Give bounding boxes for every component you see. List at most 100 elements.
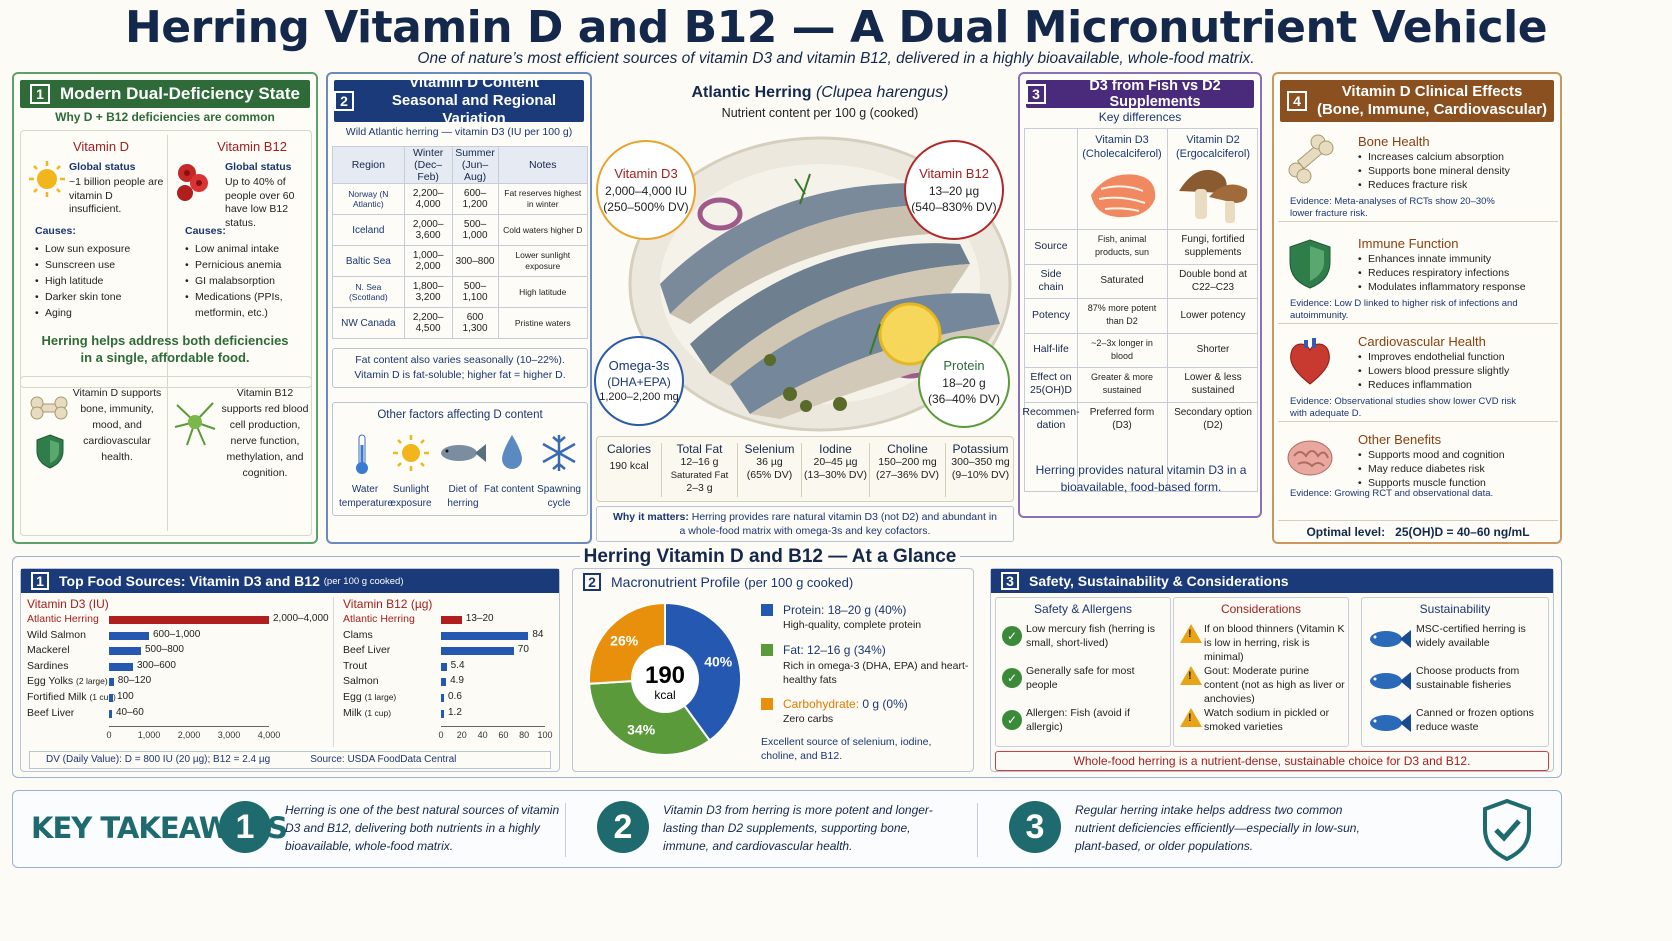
- vitamin-b12-causes: Low animal intakePernicious anemiaGI mal…: [185, 241, 311, 321]
- category-label: Egg Yolks (2 large): [27, 675, 108, 687]
- cause-item: High latitude: [35, 273, 165, 289]
- column-item: Choose products from sustainable fisheri…: [1416, 665, 1520, 691]
- vitamin-b12-status: Up to 40% of people over 60 have low B12…: [225, 176, 295, 229]
- tick-label: 0: [106, 730, 112, 741]
- table-cell: Saturated: [1100, 275, 1144, 287]
- table-cell: Fungi, fortified supplements: [1181, 234, 1245, 259]
- table-cell: Cold waters higher D: [497, 214, 589, 246]
- blood-cells-icon: [177, 164, 208, 201]
- protein-desc: High-quality, complete protein: [783, 619, 922, 631]
- source-note: Source: USDA FoodData Central: [310, 754, 457, 765]
- protein-value: 18–20 g (40%): [827, 603, 907, 617]
- tick-label: 60: [498, 730, 509, 741]
- section-item: Reduces respiratory infections: [1358, 266, 1554, 280]
- safety-column: Sustainability MSC-certified herring is w…: [1361, 597, 1549, 747]
- data-label: 600–1,000: [153, 628, 201, 640]
- nutrient-dv: Saturated Fat: [670, 470, 729, 481]
- cause-item: Low animal intake: [185, 241, 311, 257]
- badge-value: 2,000–4,000 IU: [604, 183, 688, 198]
- panel-4-header: 4 Vitamin D Clinical Effects (Bone, Immune…: [1280, 80, 1554, 122]
- column-item: If on blood thinners (Vitamin K is low i…: [1204, 623, 1345, 663]
- nutrient-item: Total Fat 12–16 g Saturated Fat 2–3 g: [661, 443, 737, 497]
- data-label: 1.2: [448, 706, 462, 718]
- food-sources-footer: DV (Daily Value): D = 800 IU (20 µg); B1…: [29, 751, 551, 769]
- protein-badge: Protein 18–20 g (36–40% DV): [918, 336, 1010, 428]
- category-note: (1 large): [364, 692, 397, 702]
- bar: [441, 694, 444, 702]
- nutrient-value: 36 µg: [756, 456, 783, 468]
- data-label: 300–600: [137, 659, 176, 671]
- safety-column: Safety & Allergens ✓ Low mercury fish (her…: [995, 597, 1171, 747]
- data-label: 80–120: [117, 675, 152, 687]
- nutrient-dv: (13–30% DV): [803, 469, 868, 481]
- takeaway-number: 3: [1009, 801, 1061, 853]
- carb-label: Carbohydrate:: [783, 697, 860, 711]
- table-cell: Lower potency: [1180, 309, 1246, 321]
- category-label: Fortified Milk (1 cup): [27, 691, 116, 703]
- table-cell: Secondary option (D2): [1174, 406, 1252, 431]
- category-name: Fortified Milk: [27, 691, 87, 703]
- herring-title: Atlantic Herring: [691, 84, 812, 101]
- row-label: Half-life: [1033, 343, 1069, 356]
- data-label: 4.9: [450, 675, 464, 687]
- nutrient-label: Potassium: [952, 442, 1009, 456]
- factor-label: Water temperature: [339, 484, 393, 509]
- badge-label: Vitamin B12: [919, 166, 989, 182]
- table-cell: 2,000–3,600: [403, 214, 453, 246]
- warning-icon: !: [1180, 624, 1202, 643]
- category-label: Atlantic Herring: [343, 613, 415, 625]
- badge-value: 1,200–2,200 mg: [599, 391, 679, 404]
- pie-slice: [664, 601, 742, 742]
- row-label: Source: [1034, 239, 1068, 252]
- row-label: Side chain: [1038, 267, 1064, 293]
- bar: [441, 662, 447, 671]
- tick-label: 1,000: [137, 730, 161, 741]
- bar: [441, 631, 529, 640]
- nutrient-value: 150–200 mg: [878, 456, 937, 468]
- column-item: Low mercury fish (herring is small, shor…: [1026, 623, 1155, 649]
- data-label: 40–60: [116, 706, 144, 718]
- data-label: 2,000–4,000: [273, 613, 329, 624]
- table-cell: 300–800: [451, 245, 499, 277]
- table-header: Region: [332, 146, 405, 184]
- vitamin-d-heading: Vitamin D: [72, 139, 130, 154]
- tick-label: 40: [477, 730, 488, 741]
- data-label: 13–20: [465, 613, 494, 624]
- badge-value: 13–20 µg: [928, 183, 980, 198]
- category-note: (1 cup): [89, 692, 116, 702]
- badge-dv: (540–830% DV): [911, 199, 997, 214]
- column-item: MSC-certified herring is widely availabl…: [1416, 623, 1526, 649]
- takeaway-text: Herring is one of the best natural sourc…: [285, 803, 560, 853]
- thermometer-icon: [356, 434, 368, 474]
- carb-value: 0 g (0%): [862, 697, 908, 711]
- check-icon: ✓: [1002, 710, 1022, 730]
- page-subtitle: One of nature’s most efficient sources o…: [417, 50, 1255, 67]
- macronutrient-note: Excellent source of selenium, iodine, ch…: [761, 736, 932, 762]
- table-cell: 600–1,200: [451, 183, 499, 215]
- table-cell: Pristine waters: [497, 307, 589, 339]
- d3-heading: Vitamin D3: [1095, 134, 1149, 146]
- nutrient-item: Selenium 36 µg (65% DV): [737, 443, 801, 497]
- pie-slice: [588, 677, 712, 756]
- table-cell: High latitude: [497, 276, 589, 308]
- bar: [441, 678, 447, 687]
- section-item: Increases calcium absorption: [1358, 150, 1554, 164]
- fish-icon: [1370, 714, 1411, 732]
- sun-icon: [29, 161, 65, 197]
- page-title: Herring Vitamin D and B12 — A Dual Micro…: [124, 2, 1548, 53]
- tick-label: 2,000: [177, 730, 201, 741]
- fat-swatch: [761, 644, 773, 656]
- heart-icon: [1290, 338, 1330, 385]
- snowflake-icon: [542, 435, 576, 471]
- table-cell: Fish, animal products, sun: [1094, 234, 1150, 258]
- fish-icon: [1370, 672, 1411, 690]
- panel-subtitle: Key differences: [1098, 110, 1182, 124]
- table-row: NW Canada 2,200–4,500 600 1,300 Pristine wa…: [332, 307, 589, 339]
- badge-sub: (DHA+EPA): [607, 375, 671, 390]
- section-evidence: Evidence: Meta-analyses of RCTs show 20–…: [1290, 196, 1495, 219]
- panel-d3-vs-d2: 3 D3 from Fish vs D2 Supplements Key diff…: [1018, 72, 1262, 518]
- factor-label: Diet of herring: [447, 484, 479, 509]
- nutrient-dv: (27–36% DV): [875, 469, 940, 481]
- factor-label: Fat content: [483, 484, 535, 495]
- panel-title: Safety, Sustainability & Considerations: [1029, 573, 1289, 589]
